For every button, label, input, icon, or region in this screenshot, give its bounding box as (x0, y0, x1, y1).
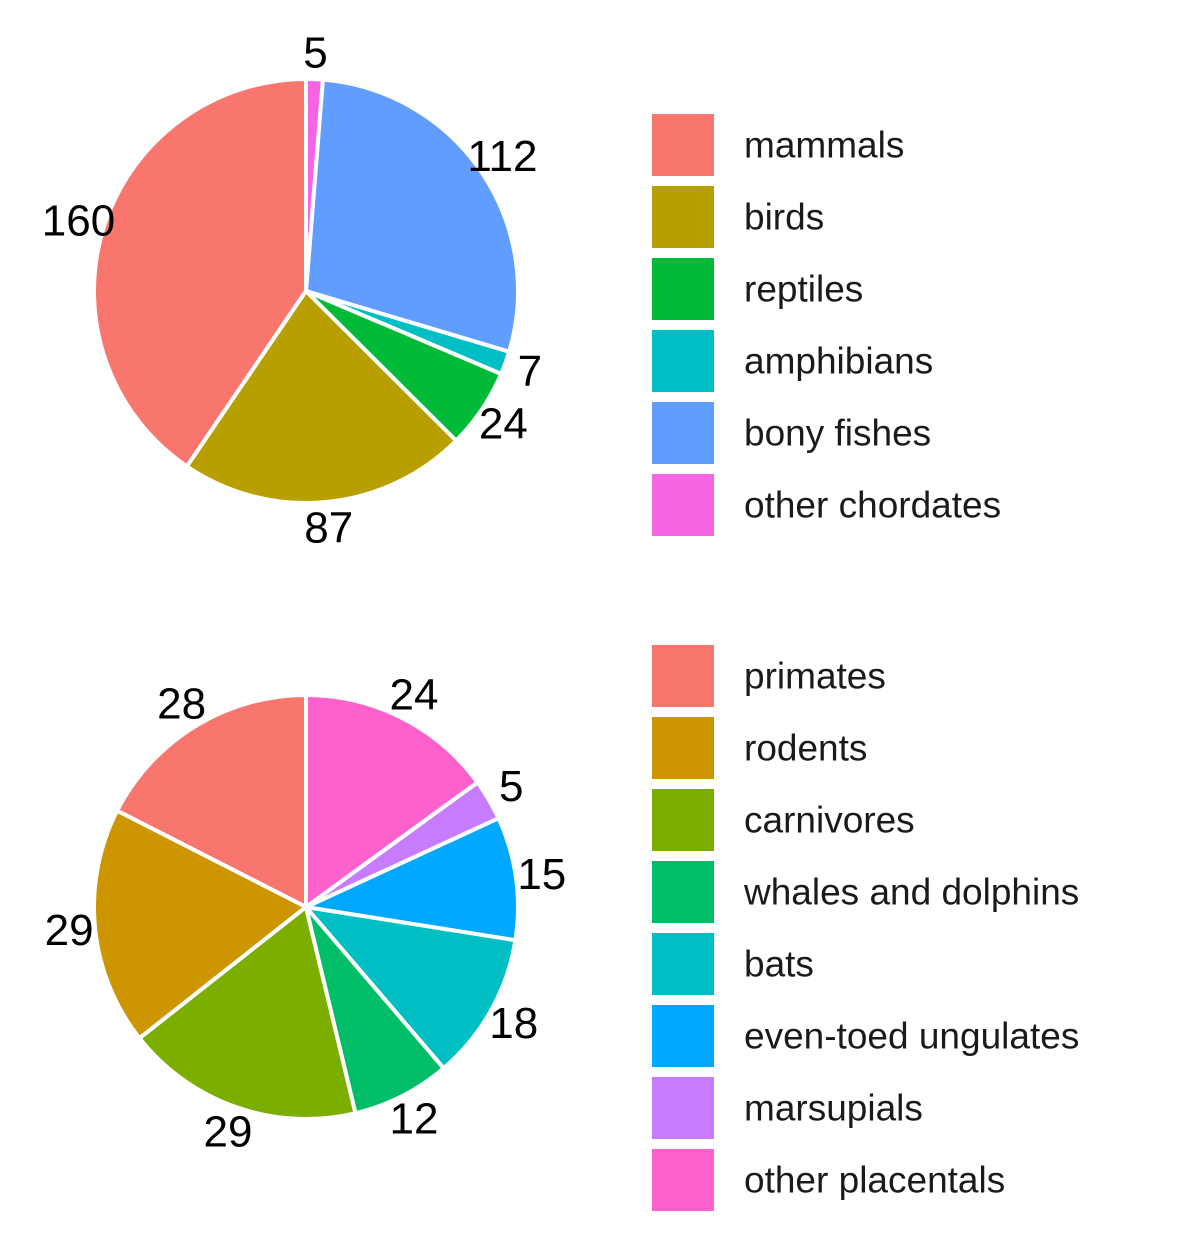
pie-slice-mammals (92, 77, 308, 469)
chart-mammal-orders: 28 29 29 12 18 15 5 24 primates rodents carnivore… (45, 645, 1079, 1211)
legend-item-other-chordates: other chordates (652, 474, 1001, 536)
legend-item-mammals: mammals (652, 114, 904, 176)
legend-item-marsupials: marsupials (652, 1077, 923, 1139)
legend-swatch-reptiles (652, 258, 714, 320)
slice-label-reptiles: 24 (479, 399, 528, 448)
slice-label-mammals: 160 (42, 197, 115, 246)
chart-chordates: 160 87 247 112 5 mammals birds reptiles amphibi… (42, 29, 1001, 553)
legend-label-primates: primates (744, 656, 886, 697)
legend-label-even-toed-ungulates: even-toed ungulates (744, 1016, 1079, 1057)
slice-label-even-toed-ungulates: 15 (517, 850, 566, 899)
slice-label-other-placentals: 24 (390, 670, 439, 719)
legend-label-amphibians: amphibians (744, 341, 933, 382)
legend-swatch-other-chordates (652, 474, 714, 536)
slice-label-bony-fishes: 112 (467, 132, 537, 181)
legend-label-birds: birds (744, 197, 824, 238)
slice-label-carnivores: 29 (204, 1107, 253, 1156)
slice-label-amphibians: 7 (518, 347, 542, 396)
legend-swatch-rodents (652, 717, 714, 779)
legend-label-marsupials: marsupials (744, 1088, 923, 1129)
legend-item-even-toed-ungulates: even-toed ungulates (652, 1005, 1079, 1067)
legend-chordates: mammals birds reptiles amphibians bony fishe… (652, 114, 1001, 536)
pie-labels-mammal-orders: 28 29 29 12 18 15 5 24 (45, 670, 567, 1156)
legend-label-carnivores: carnivores (744, 800, 915, 841)
legend-swatch-other-placentals (652, 1149, 714, 1211)
legend-label-whales-and-dolphins: whales and dolphins (743, 872, 1079, 913)
legend-item-reptiles: reptiles (652, 258, 863, 320)
legend-swatch-carnivores (652, 789, 714, 851)
slice-label-whales-and-dolphins: 12 (390, 1095, 439, 1144)
pie-slice-rodents (92, 808, 308, 1041)
slice-label-marsupials: 5 (499, 762, 523, 811)
legend-label-bats: bats (744, 944, 814, 985)
legend-mammal-orders: primates rodents carnivores whales and dolp… (652, 645, 1079, 1211)
legend-label-rodents: rodents (744, 728, 867, 769)
pie-slice-bats (304, 905, 518, 1071)
pie-slices-mammal-orders (92, 693, 520, 1121)
pie-slice-even-toed-ungulates (304, 816, 520, 943)
legend-swatch-amphibians (652, 330, 714, 392)
legend-item-whales-and-dolphins: whales and dolphins (652, 861, 1079, 923)
legend-item-carnivores: carnivores (652, 789, 915, 851)
legend-swatch-birds (652, 186, 714, 248)
pie-slice-birds (184, 289, 459, 505)
slice-label-rodents: 29 (45, 906, 94, 955)
legend-item-birds: birds (652, 186, 824, 248)
slice-label-birds: 87 (304, 503, 353, 552)
legend-label-other-placentals: other placentals (744, 1160, 1005, 1201)
pie-labels-chordates: 160 87 247 112 5 (42, 29, 542, 553)
pie-slice-other-placentals (304, 693, 480, 909)
legend-item-bats: bats (652, 933, 814, 995)
pie-slice-primates (115, 693, 308, 909)
pie-slice-other-chordates (304, 77, 325, 293)
pie-slice-bony-fishes (304, 77, 520, 354)
slice-label-other-chordates: 5 (303, 29, 327, 78)
pie-slices-chordates (92, 77, 520, 505)
legend-item-rodents: rodents (652, 717, 867, 779)
legend-label-reptiles: reptiles (744, 269, 863, 310)
legend-swatch-marsupials (652, 1077, 714, 1139)
slice-label-bats: 18 (489, 999, 538, 1048)
legend-swatch-whales-and-dolphins (652, 861, 714, 923)
legend-swatch-bats (652, 933, 714, 995)
legend-item-other-placentals: other placentals (652, 1149, 1005, 1211)
legend-swatch-even-toed-ungulates (652, 1005, 714, 1067)
legend-swatch-primates (652, 645, 714, 707)
legend-label-bony-fishes: bony fishes (744, 413, 931, 454)
legend-swatch-bony-fishes (652, 402, 714, 464)
legend-item-bony-fishes: bony fishes (652, 402, 931, 464)
legend-item-amphibians: amphibians (652, 330, 933, 392)
slice-label-primates: 28 (157, 680, 206, 729)
pie-slice-carnivores (137, 905, 358, 1121)
legend-label-mammals: mammals (744, 125, 904, 166)
legend-swatch-mammals (652, 114, 714, 176)
legend-item-primates: primates (652, 645, 886, 707)
legend-label-other-chordates: other chordates (744, 485, 1001, 526)
